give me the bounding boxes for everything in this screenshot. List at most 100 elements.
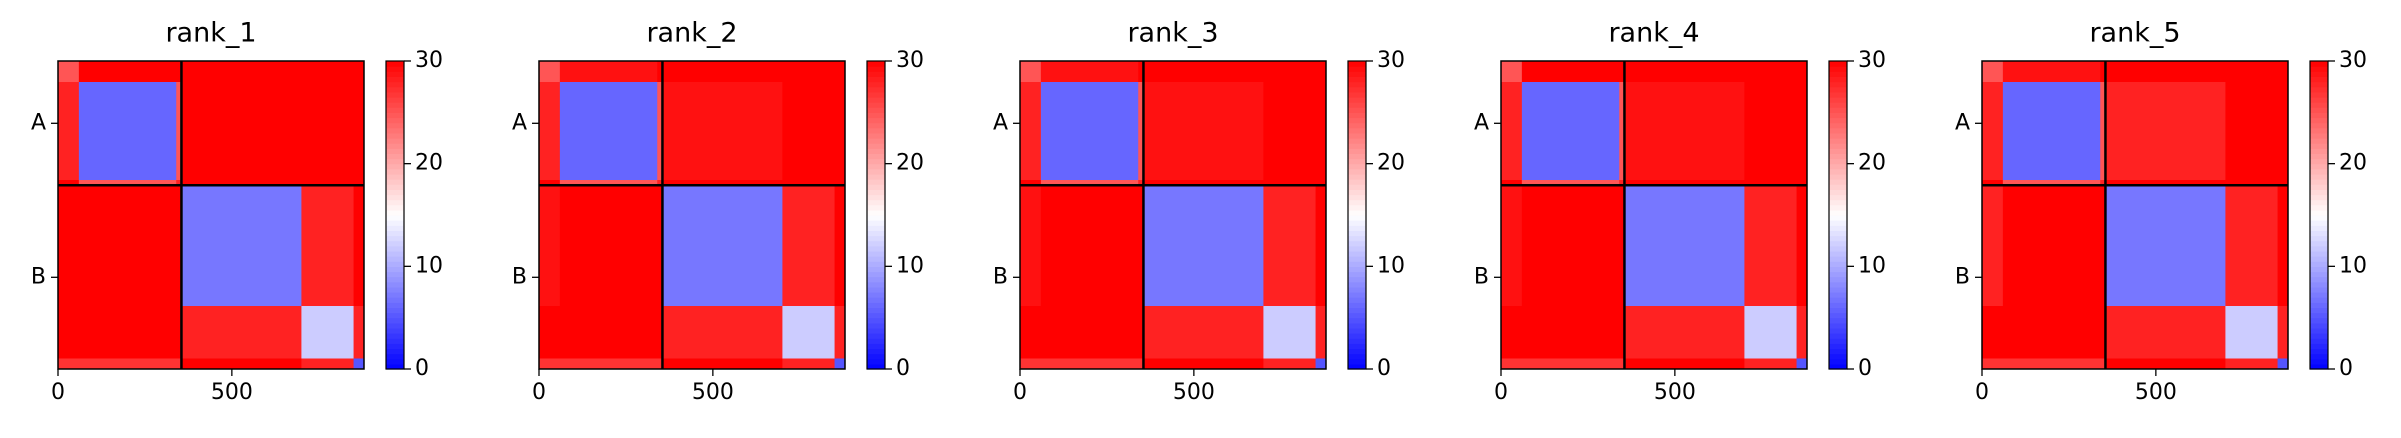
colorbar-segment [2310,158,2328,165]
colorbar-segment [867,286,885,293]
colorbar-segment [867,194,885,201]
colorbar-segment [386,158,404,165]
colorbar-segment [1348,235,1366,242]
heatmap-cell [1624,180,1745,186]
colorbar-segment [867,312,885,319]
heatmap-cell [1796,306,1808,359]
heatmap-cell [301,306,355,359]
colorbar-segment [2310,307,2328,314]
colorbar-segment [1348,179,1366,185]
x-tick-label: 0 [1975,380,1989,405]
heatmap-cell [657,82,663,181]
colorbar-segment [1829,189,1847,196]
colorbar-segment [1829,132,1847,139]
colorbar-segment [867,338,885,344]
colorbar-segment [1829,107,1847,113]
chart-title: rank_5 [2089,18,2180,49]
axes-frame [1981,60,2289,370]
colorbar-tick-label: 20 [896,151,924,176]
colorbar-segment [867,112,885,119]
heatmap-cell [1501,180,1523,186]
colorbar-segment [2310,189,2328,196]
heatmap-cell [782,306,836,359]
colorbar-segment [386,322,404,329]
colorbar-tick-label: 10 [415,253,443,278]
colorbar-segment [1348,148,1366,154]
heatmap-cell [1315,185,1327,307]
colorbar-segment [867,317,885,324]
heatmap-cell [78,185,177,307]
colorbar-segment [2310,266,2328,273]
heatmap-cell [1138,61,1144,83]
colorbar-segment [2310,91,2328,98]
colorbar-segment [867,117,885,124]
heatmap-cell [539,82,561,181]
colorbar-segment [1348,322,1366,329]
heatmap-cell [78,180,177,186]
colorbar-segment [867,266,885,273]
heatmap-cell [353,82,365,181]
colorbar-segment [1348,76,1366,83]
heatmap-cell [1796,82,1808,181]
colorbar-segment [2310,173,2328,180]
colorbar-segment [1829,240,1847,247]
colorbar-segment [2310,286,2328,293]
colorbar-segment [867,245,885,252]
colorbar-segment [1348,220,1366,226]
heatmap-cell [2105,61,2226,83]
colorbar-segment [1829,91,1847,98]
colorbar-tick-label: 20 [415,151,443,176]
heatmap-cell [353,358,365,370]
heatmap-cell [58,185,80,307]
colorbar-tick-label: 10 [896,253,924,278]
chart-title: rank_1 [165,18,256,49]
colorbar-segment [386,266,404,273]
heatmap-cell [1501,185,1523,307]
heatmap-cell [2225,358,2279,370]
heatmap-cell [301,61,355,83]
heatmap-cell [1040,180,1139,186]
colorbar-segment [867,61,885,67]
colorbar-segment [386,230,404,237]
colorbar-segment [2310,107,2328,113]
axes-frame [1019,60,1327,370]
colorbar-segment [386,292,404,298]
colorbar-segment [386,281,404,288]
colorbar-segment [867,179,885,185]
colorbar-segment [2310,245,2328,252]
colorbar-segment [1829,86,1847,93]
colorbar-segment [1829,61,1847,67]
colorbar-segment [867,363,885,370]
colorbar-segment [1829,363,1847,370]
colorbar-segment [2310,230,2328,237]
heatmap-cell [2002,185,2101,307]
heatmap-cell [662,185,783,307]
heatmap-cell [181,61,302,83]
colorbar-segment [2310,338,2328,344]
heatmap-cell [559,82,658,181]
heatmap-cell [1521,61,1620,83]
colorbar-segment [867,91,885,98]
colorbar-tick-label: 30 [2339,48,2367,73]
heatmap-cell [1501,61,1523,83]
heatmap-cell [1263,358,1317,370]
colorbar-segment [386,363,404,370]
heatmap-cell [181,358,302,370]
heatmap-cell [1020,358,1042,370]
colorbar-segment [867,230,885,237]
heatmap-cell [176,82,182,181]
heatmap-cell [782,185,836,307]
heatmap-cell [1263,306,1317,359]
heatmap-cell [782,82,836,181]
heatmap-cell [1020,82,1042,181]
colorbar-segment [1348,138,1366,144]
heatmap-cell [1744,61,1798,83]
colorbar-segment [386,317,404,324]
colorbar-segment [1348,317,1366,324]
heatmap-cell [1263,185,1317,307]
colorbar-segment [2310,143,2328,149]
colorbar-segment [867,220,885,226]
colorbar-segment [2310,256,2328,262]
heatmap-cell [1796,185,1808,307]
colorbar-segment [2310,127,2328,134]
